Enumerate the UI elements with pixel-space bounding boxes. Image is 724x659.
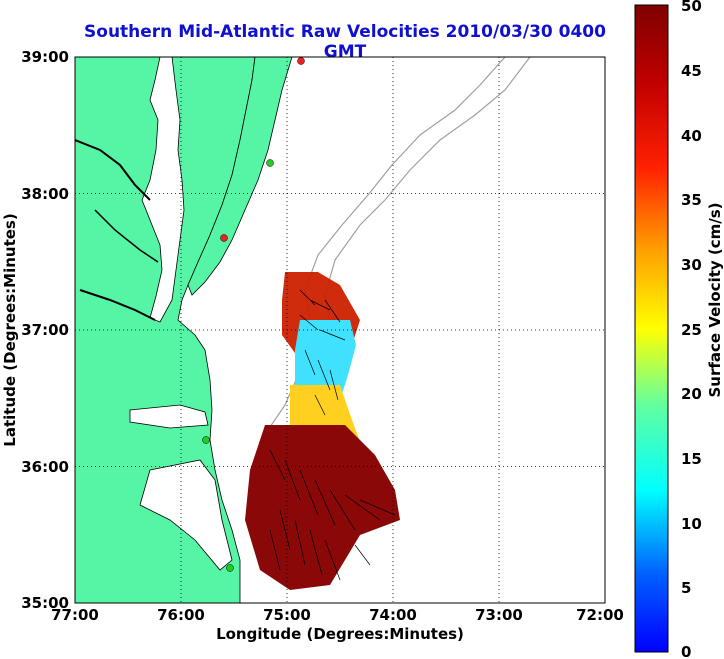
colorbar-tick-label: 15 bbox=[681, 450, 702, 468]
potomac-river bbox=[75, 139, 151, 201]
grid bbox=[75, 57, 605, 603]
y-tick-label: 38:00 bbox=[21, 185, 69, 203]
station-marker bbox=[226, 564, 234, 572]
y-tick-label: 35:00 bbox=[21, 594, 69, 612]
station-marker bbox=[297, 57, 305, 65]
x-axis: 77:00 76:00 75:00 74:00 73:00 72:00 Long… bbox=[51, 606, 624, 643]
plot-frame bbox=[74, 56, 606, 604]
land-delmarva bbox=[187, 57, 293, 296]
colorbar-tick-label: 40 bbox=[681, 127, 702, 145]
y-axis-label: Latitude (Degrees:Minutes) bbox=[1, 213, 19, 446]
colorbar-tick-label: 45 bbox=[681, 62, 702, 80]
y-axis: 39:00 38:00 37:00 36:00 35:00 Latitude (… bbox=[1, 48, 69, 612]
colorbar-tick-label: 50 bbox=[681, 0, 702, 15]
colorbar-label: Surface Velocity (cm/s) bbox=[706, 202, 724, 397]
colorbar-tick-label: 35 bbox=[681, 191, 702, 209]
james-river bbox=[79, 289, 156, 321]
station-marker bbox=[202, 436, 210, 444]
colorbar-gradient bbox=[634, 4, 669, 653]
colorbar-tick-label: 20 bbox=[681, 385, 702, 403]
colorbar-tick-label: 30 bbox=[681, 256, 702, 274]
rappahannock-river bbox=[94, 209, 159, 263]
x-tick-label: 76:00 bbox=[157, 606, 205, 624]
pamlico-sound bbox=[139, 459, 233, 571]
station-marker bbox=[266, 159, 274, 167]
x-tick-label: 74:00 bbox=[369, 606, 417, 624]
x-tick-label: 72:00 bbox=[576, 606, 624, 624]
station-marker bbox=[220, 234, 228, 242]
y-tick-label: 39:00 bbox=[21, 48, 69, 66]
velocity-vectors bbox=[269, 289, 396, 581]
colorbar-tick-label: 0 bbox=[681, 643, 691, 659]
x-tick-label: 77:00 bbox=[51, 606, 99, 624]
x-tick-label: 73:00 bbox=[475, 606, 523, 624]
colorbar: 50 45 40 35 30 25 20 15 10 5 0 Surface V… bbox=[634, 0, 724, 659]
y-tick-label: 36:00 bbox=[21, 458, 69, 476]
x-axis-label: Longitude (Degrees:Minutes) bbox=[216, 625, 464, 643]
x-tick-label: 75:00 bbox=[263, 606, 311, 624]
colorbar-tick-label: 25 bbox=[681, 321, 702, 339]
albemarle-sound bbox=[129, 404, 209, 429]
colorbar-tick-label: 10 bbox=[681, 515, 702, 533]
colorbar-tick-label: 5 bbox=[681, 579, 691, 597]
y-tick-label: 37:00 bbox=[21, 321, 69, 339]
